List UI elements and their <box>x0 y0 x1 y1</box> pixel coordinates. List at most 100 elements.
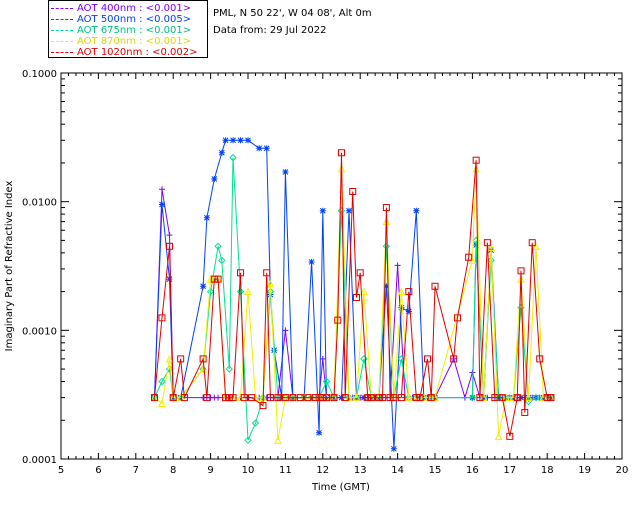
data-point <box>536 355 544 363</box>
data-point <box>206 275 215 283</box>
data-point <box>237 137 244 144</box>
data-point <box>158 377 166 386</box>
data-point <box>316 429 323 436</box>
data-point <box>539 393 548 402</box>
data-point <box>199 355 207 363</box>
data-point <box>206 287 215 296</box>
data-point <box>322 377 331 386</box>
data-point <box>367 394 375 402</box>
data-point <box>330 394 338 402</box>
data-point <box>263 269 271 277</box>
legend-item-1020nm: AOT 1020nm : <0.002> <box>51 47 197 58</box>
x-tick-label: 18 <box>541 465 554 476</box>
data-point <box>338 394 345 401</box>
data-point <box>502 393 510 402</box>
legend-swatch-500nm <box>51 19 73 20</box>
data-point <box>476 394 484 402</box>
data-point <box>382 242 391 250</box>
x-tick-label: 9 <box>207 465 213 476</box>
series-line-1 <box>154 139 551 449</box>
x-tick-label: 16 <box>466 465 479 476</box>
data-point <box>319 394 327 402</box>
data-point <box>337 207 346 215</box>
data-point <box>383 283 390 290</box>
plot-frame <box>60 72 623 460</box>
data-point <box>427 394 435 402</box>
data-point <box>386 394 394 402</box>
data-point <box>229 394 237 402</box>
x-tick-label: 20 <box>616 465 629 476</box>
data-point <box>199 364 207 373</box>
data-point <box>218 149 225 156</box>
legend: AOT 400nm : <0.001> AOT 500nm : <0.005> … <box>48 0 208 58</box>
data-point <box>465 253 473 261</box>
data-point <box>248 394 256 402</box>
data-point <box>323 394 331 402</box>
data-point <box>472 156 480 164</box>
data-point <box>364 394 372 402</box>
data-point <box>296 394 304 402</box>
data-point <box>266 279 275 288</box>
data-point <box>431 393 439 402</box>
data-point <box>521 408 529 416</box>
data-point <box>341 394 349 402</box>
legend-label-400nm: AOT 400nm : <0.001> <box>77 3 192 14</box>
data-point <box>468 393 477 402</box>
data-point <box>214 242 222 250</box>
data-point <box>345 393 353 402</box>
x-tick-label: 15 <box>429 465 442 476</box>
data-point <box>547 394 555 402</box>
y-axis-title: Imaginary Part of Refractive Index <box>4 181 15 352</box>
data-point <box>304 394 312 402</box>
legend-item-400nm: AOT 400nm : <0.001> <box>51 3 191 14</box>
series-4 <box>151 149 555 440</box>
data-point <box>405 393 413 402</box>
data-point <box>419 393 428 402</box>
data-point <box>237 269 245 277</box>
legend-swatch-675nm <box>51 30 73 31</box>
data-point <box>266 394 274 402</box>
series-group <box>150 137 555 452</box>
data-point <box>424 355 432 363</box>
data-point <box>177 355 185 363</box>
x-tick-label: 19 <box>578 465 591 476</box>
data-point <box>230 137 237 144</box>
data-point <box>498 394 506 402</box>
data-point <box>382 204 390 212</box>
data-point <box>151 394 158 402</box>
data-point <box>203 394 211 402</box>
x-tick-label: 5 <box>58 465 64 476</box>
date-text: Data from: 29 Jul 2022 <box>213 25 327 36</box>
data-point <box>360 287 368 296</box>
data-point <box>225 394 233 402</box>
legend-label-1020nm: AOT 1020nm : <0.002> <box>77 47 198 58</box>
y-tick-label: 0.0001 <box>22 455 57 466</box>
data-point <box>308 258 315 265</box>
data-point <box>506 432 514 440</box>
data-point <box>256 145 263 152</box>
data-point <box>349 187 357 195</box>
data-point <box>158 399 166 407</box>
x-tick-label: 6 <box>95 465 101 476</box>
data-point <box>547 394 554 401</box>
data-point <box>360 394 367 401</box>
data-point <box>165 242 173 250</box>
data-point <box>282 169 289 176</box>
data-point <box>236 287 245 296</box>
data-point <box>390 394 398 402</box>
data-point <box>244 287 252 296</box>
data-point <box>453 314 461 322</box>
data-point <box>517 267 525 275</box>
data-point <box>543 394 551 402</box>
data-point <box>360 355 368 363</box>
legend-label-500nm: AOT 500nm : <0.005> <box>77 14 192 25</box>
data-point <box>412 394 420 402</box>
data-point <box>214 275 222 283</box>
data-point <box>375 394 383 402</box>
axes: 5 6 7 8 9 10 11 12 13 14 15 16 17 18 19 20 0.0001 0.0010 0… <box>22 69 628 476</box>
data-point <box>416 394 424 402</box>
data-point <box>397 287 406 296</box>
x-tick-label: 17 <box>503 465 516 476</box>
data-point <box>158 314 166 322</box>
